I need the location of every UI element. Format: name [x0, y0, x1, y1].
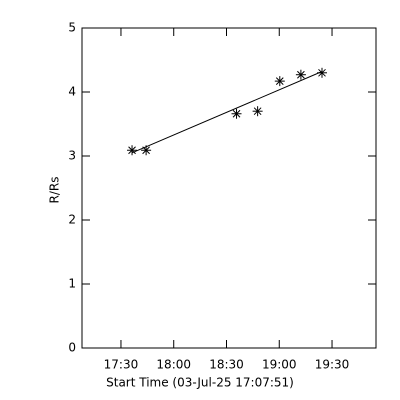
x-tick-label: 18:00	[156, 358, 191, 372]
y-tick-label: 4	[68, 85, 76, 99]
asterisk-stroke	[142, 146, 150, 155]
asterisk-stroke	[318, 68, 326, 77]
x-tick-label: 17:30	[104, 358, 139, 372]
y-tick-label: 3	[68, 149, 76, 163]
y-tick-label: 2	[68, 213, 76, 227]
x-tick-label: 18:30	[209, 358, 244, 372]
asterisk-stroke	[128, 146, 136, 155]
asterisk-marker	[231, 108, 242, 119]
asterisk-stroke	[253, 107, 262, 116]
asterisk-marker	[141, 145, 152, 156]
asterisk-marker	[317, 67, 328, 78]
asterisk-marker	[252, 106, 263, 117]
asterisk-stroke	[297, 70, 305, 79]
asterisk-stroke	[232, 109, 241, 118]
y-tick-label: 0	[68, 341, 76, 355]
x-axis-label: Start Time (03-Jul-25 17:07:51)	[106, 376, 294, 390]
x-tick-label: 19:00	[262, 358, 297, 372]
y-tick-label: 1	[68, 277, 76, 291]
asterisk-marker	[295, 69, 306, 80]
plot-frame	[81, 27, 377, 349]
fit-line	[131, 71, 323, 154]
asterisk-marker	[127, 145, 138, 156]
y-tick-label: 5	[68, 21, 76, 35]
x-tick-label: 19:30	[315, 358, 350, 372]
y-axis-label: R/Rs	[48, 177, 62, 204]
asterisk-stroke	[275, 77, 284, 85]
asterisk-marker	[274, 76, 285, 87]
